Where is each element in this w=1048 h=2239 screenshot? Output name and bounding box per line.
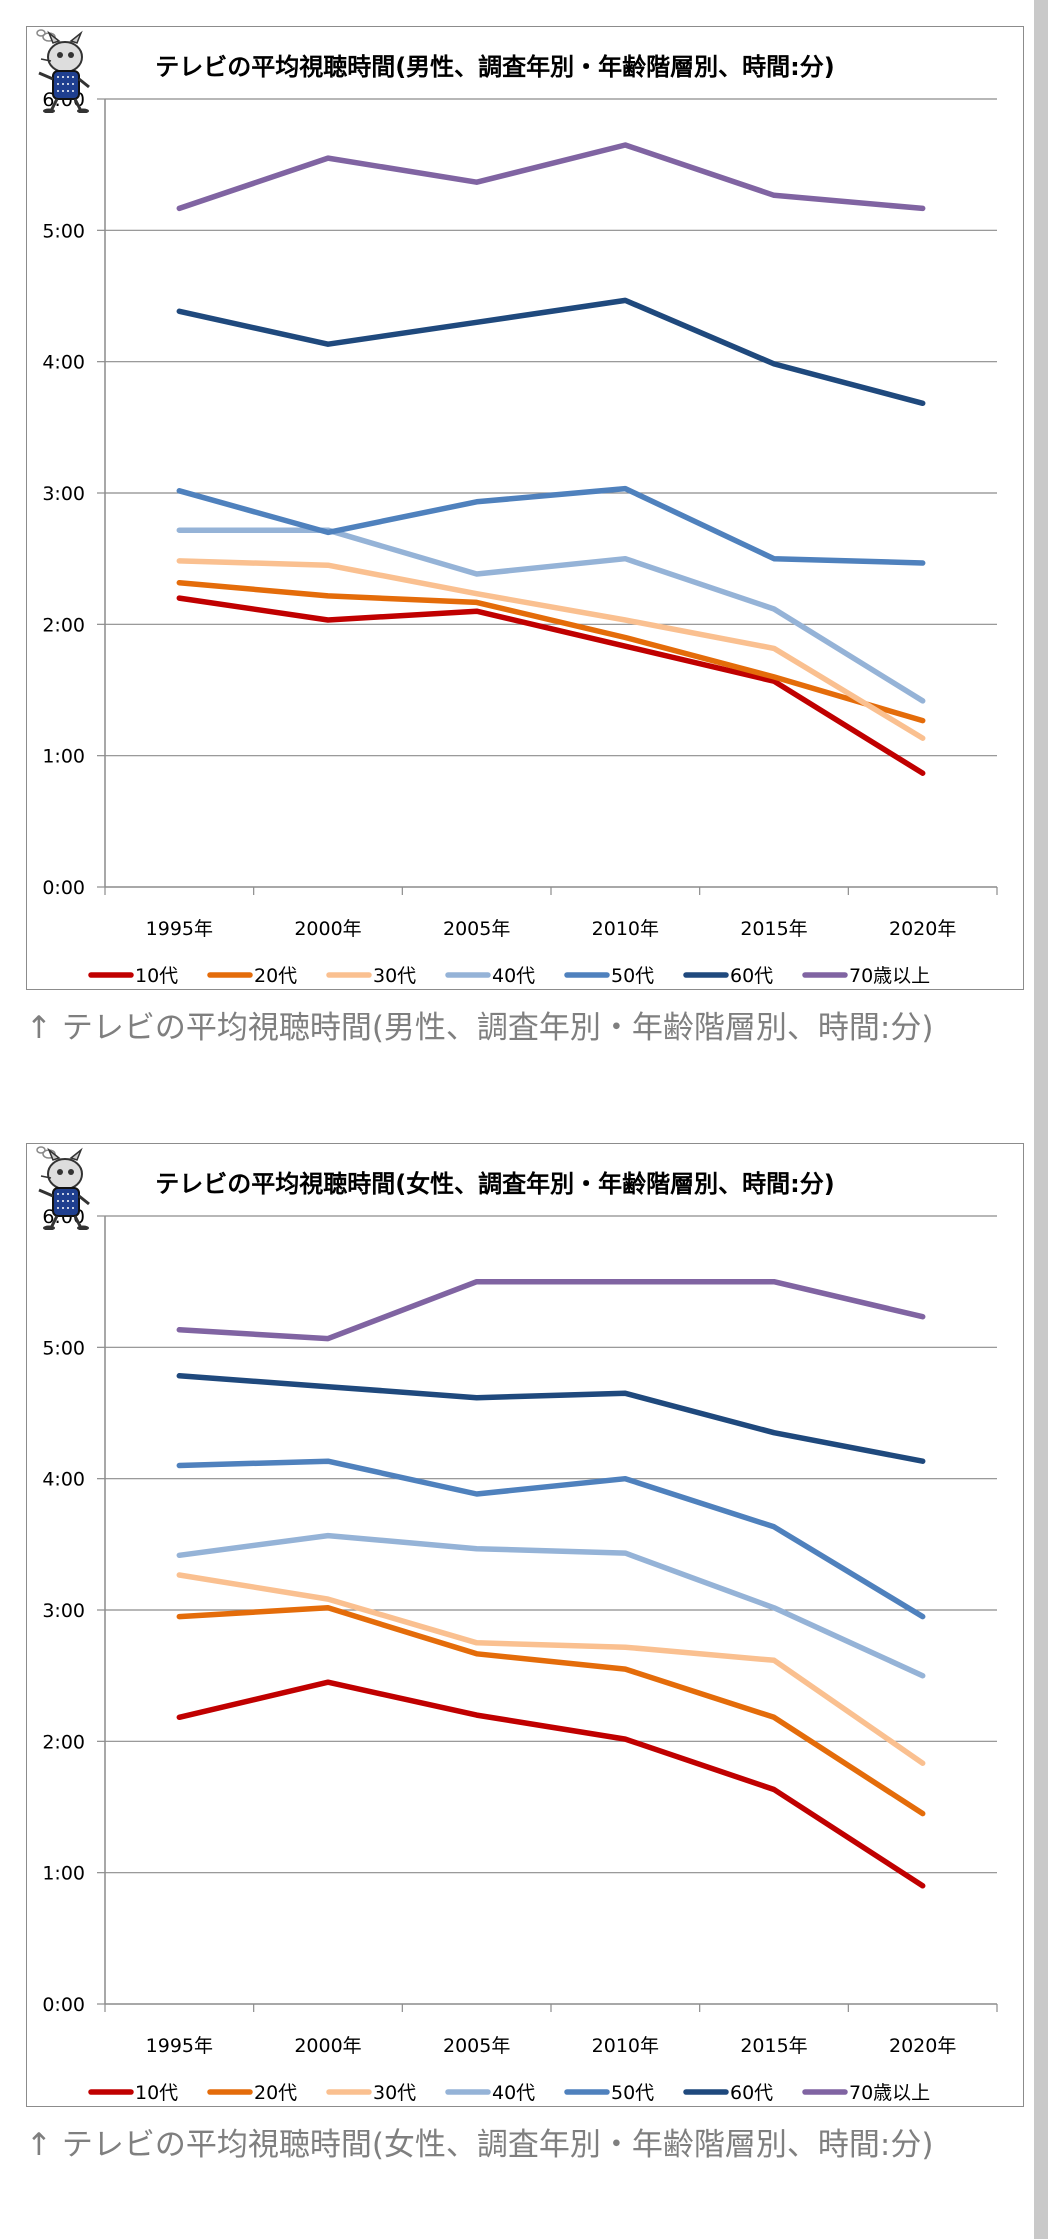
series-line bbox=[176, 1532, 926, 1679]
series-line bbox=[176, 297, 926, 407]
y-tick-label: 5:00 bbox=[42, 220, 85, 242]
series-line bbox=[176, 142, 926, 212]
chart-caption-female: ↑ テレビの平均視聴時間(女性、調査年別・年齢階層別、時間:分) bbox=[26, 2127, 934, 2163]
y-tick-label: 2:00 bbox=[42, 614, 85, 636]
legend-label: 50代 bbox=[611, 965, 654, 987]
x-tick-label: 2000年 bbox=[294, 2035, 361, 2057]
mascot-icon bbox=[36, 1146, 90, 1230]
figure-female: テレビの平均視聴時間(女性、調査年別・年齢階層別、時間:分) 0:00 1:00 2:… bbox=[26, 1143, 1024, 2167]
y-tick-label: 5:00 bbox=[42, 1337, 85, 1359]
chart-frame-female: テレビの平均視聴時間(女性、調査年別・年齢階層別、時間:分) 0:00 1:00 2:… bbox=[26, 1143, 1024, 2107]
x-tick-label: 2015年 bbox=[740, 2035, 807, 2057]
chart-title: テレビの平均視聴時間(男性、調査年別・年齢階層別、時間:分) bbox=[155, 53, 835, 81]
x-tick-label: 2010年 bbox=[592, 918, 659, 940]
y-tick-label: 3:00 bbox=[42, 1600, 85, 1622]
chart-caption-male: ↑ テレビの平均視聴時間(男性、調査年別・年齢階層別、時間:分) bbox=[26, 1010, 934, 1046]
line-chart-male: テレビの平均視聴時間(男性、調査年別・年齢階層別、時間:分) 0:00 1:00 2:… bbox=[42, 53, 998, 987]
y-tick-label: 4:00 bbox=[42, 1469, 85, 1491]
legend-label: 30代 bbox=[373, 965, 416, 987]
x-tick-label: 1995年 bbox=[146, 2035, 213, 2057]
series-line bbox=[176, 1605, 926, 1817]
y-tick-label: 1:00 bbox=[42, 1863, 85, 1885]
series-line bbox=[176, 1679, 926, 1889]
series-line bbox=[176, 579, 926, 724]
legend-label: 40代 bbox=[492, 965, 535, 987]
legend-label: 20代 bbox=[254, 965, 297, 987]
series-line bbox=[176, 485, 926, 566]
mascot-icon bbox=[36, 29, 90, 113]
x-tick-label: 2020年 bbox=[889, 2035, 956, 2057]
series-line bbox=[176, 558, 926, 741]
legend-label: 20代 bbox=[254, 2082, 297, 2104]
y-tick-label: 3:00 bbox=[42, 483, 85, 505]
x-tick-label: 2005年 bbox=[443, 2035, 510, 2057]
series-line bbox=[176, 1373, 926, 1464]
legend-label: 30代 bbox=[373, 2082, 416, 2104]
figure-male: テレビの平均視聴時間(男性、調査年別・年齢階層別、時間:分) 0:00 1:00 2:… bbox=[26, 26, 1024, 1050]
series-line bbox=[176, 595, 926, 776]
legend-label: 40代 bbox=[492, 2082, 535, 2104]
x-tick-label: 2005年 bbox=[443, 918, 510, 940]
x-tick-label: 2020年 bbox=[889, 918, 956, 940]
y-tick-label: 0:00 bbox=[42, 1994, 85, 2016]
series-line bbox=[176, 1572, 926, 1766]
x-tick-label: 2000年 bbox=[294, 918, 361, 940]
legend-label: 60代 bbox=[730, 965, 773, 987]
y-tick-label: 1:00 bbox=[42, 746, 85, 768]
y-tick-label: 0:00 bbox=[42, 877, 85, 899]
y-tick-label: 4:00 bbox=[42, 352, 85, 374]
y-tick-label: 2:00 bbox=[42, 1731, 85, 1753]
scrollbar[interactable] bbox=[1034, 0, 1048, 2239]
legend-label: 70歳以上 bbox=[849, 965, 930, 987]
legend-label: 10代 bbox=[135, 2082, 178, 2104]
series-line bbox=[176, 527, 926, 704]
legend-label: 60代 bbox=[730, 2082, 773, 2104]
chart-title: テレビの平均視聴時間(女性、調査年別・年齢階層別、時間:分) bbox=[155, 1170, 835, 1198]
series-line bbox=[176, 1458, 926, 1620]
chart-frame-male: テレビの平均視聴時間(男性、調査年別・年齢階層別、時間:分) 0:00 1:00 2:… bbox=[26, 26, 1024, 990]
x-tick-label: 2015年 bbox=[740, 918, 807, 940]
x-tick-label: 1995年 bbox=[146, 918, 213, 940]
series-line bbox=[176, 1278, 926, 1342]
x-tick-label: 2010年 bbox=[592, 2035, 659, 2057]
legend-label: 50代 bbox=[611, 2082, 654, 2104]
legend-label: 70歳以上 bbox=[849, 2082, 930, 2104]
legend-label: 10代 bbox=[135, 965, 178, 987]
line-chart-female: テレビの平均視聴時間(女性、調査年別・年齢階層別、時間:分) 0:00 1:00 2:… bbox=[42, 1170, 998, 2104]
